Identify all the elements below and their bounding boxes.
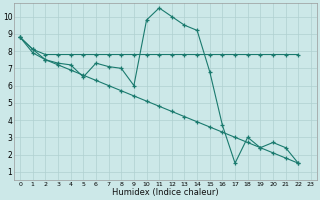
X-axis label: Humidex (Indice chaleur): Humidex (Indice chaleur)	[112, 188, 219, 197]
